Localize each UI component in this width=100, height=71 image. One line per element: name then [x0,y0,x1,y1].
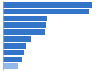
Bar [3,29,45,35]
Bar [3,36,31,42]
Bar [3,23,46,28]
Bar [3,43,26,48]
Bar [3,63,18,69]
Bar [3,16,47,21]
Bar [3,2,92,8]
Bar [3,57,22,62]
Bar [3,9,89,14]
Bar [3,50,24,55]
